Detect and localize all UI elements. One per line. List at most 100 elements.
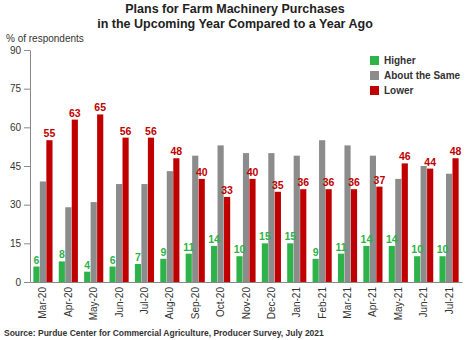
legend-swatch [370,86,379,95]
source: Source: Purdue Center for Commercial Agr… [4,328,324,338]
data-label: 33 [221,184,233,196]
y-axis-label: % of respondents [6,33,84,44]
tick-label: Jun-20 [114,287,125,318]
data-label: 10 [437,243,449,255]
tick: May-21 [393,287,404,321]
bar [122,138,128,282]
data-label: 15 [284,230,296,242]
bar [236,256,242,282]
bar [351,189,357,282]
tick-mark [24,205,30,206]
tick-label: 45 [10,161,22,172]
data-label: 6 [34,254,40,266]
bar [249,179,255,282]
legend-label: Lower [384,85,414,96]
data-label: 35 [272,179,284,191]
tick: Jan-21 [291,287,302,318]
bar [65,207,71,282]
data-label: 37 [374,174,386,186]
data-label: 36 [348,176,360,188]
tick-label: 30 [10,199,22,210]
data-label: 40 [196,166,208,178]
tick-label: May-20 [88,287,99,321]
bar [91,202,97,282]
data-label: 63 [69,107,81,119]
tick-label: Jan-21 [291,287,302,318]
title: in the Upcoming Year Compared to a Year … [97,17,373,31]
tick: Feb-21 [317,287,328,319]
tick-label: Dec-20 [266,287,277,320]
data-label: 36 [297,176,309,188]
data-label: 55 [44,127,56,139]
y-axis: 0153045607590 [10,45,31,288]
tick: Apr-20 [63,287,74,317]
legend-swatch [370,71,379,80]
bar [268,153,274,282]
tick-mark [24,243,30,244]
tick: Oct-20 [215,287,226,317]
data-label: 44 [424,156,436,168]
legend-swatch [370,56,379,65]
data-label: 9 [313,246,319,258]
tick-label: Mar-21 [342,287,353,319]
bar [376,187,382,282]
data-label: 46 [399,150,411,162]
tick-mark [24,89,30,90]
data-label: 40 [247,166,259,178]
bar [33,267,39,282]
bar [148,138,154,282]
data-label: 10 [234,243,246,255]
bar [439,256,445,282]
tick-label: Jun-21 [418,287,429,318]
bars [33,114,458,282]
data-label: 4 [84,259,90,271]
bar [46,140,52,282]
tick-label: May-21 [393,287,404,321]
tick: 45 [10,161,30,172]
tick-label: Aug-20 [164,287,175,320]
tick-label: Nov-20 [241,287,252,320]
bar [446,174,452,282]
bar [287,243,293,282]
data-label: 11 [183,241,194,253]
bar [72,120,78,282]
tick-label: Jul-20 [139,287,150,315]
title: Plans for Farm Machinery Purchases [125,2,345,16]
bar [414,256,420,282]
legend: Higher About the Same Lower [370,55,461,96]
bar [110,267,116,282]
bar [135,264,141,282]
bar [224,197,230,282]
bar [344,145,350,282]
tick-mark [24,127,30,128]
bar [319,140,325,282]
tick: 75 [10,83,30,94]
tick-mark [24,166,30,167]
data-label: 36 [323,176,335,188]
bar [300,189,306,282]
data-label: 10 [411,243,423,255]
legend-label: Higher [384,55,416,66]
bar [427,169,433,282]
bar [262,243,268,282]
bar [97,114,103,282]
data-label: 7 [135,251,141,263]
bar [141,184,147,282]
tick-label: Apr-20 [63,287,74,317]
tick: 0 [15,277,30,288]
tick: 30 [10,199,30,210]
legend-label: About the Same [384,70,461,81]
plot: 6846791114101515911141410105563655656484… [10,45,463,321]
bar [59,261,65,282]
tick: May-20 [88,287,99,321]
bar [211,246,217,282]
tick: Jun-21 [418,287,429,318]
bar [421,166,427,282]
data-label: 14 [361,233,373,245]
bar [389,246,395,282]
tick-label: Sep-20 [190,287,201,320]
data-label: 14 [208,233,220,245]
bar [84,272,90,282]
tick-label: Feb-21 [317,287,328,319]
bar [40,181,46,282]
